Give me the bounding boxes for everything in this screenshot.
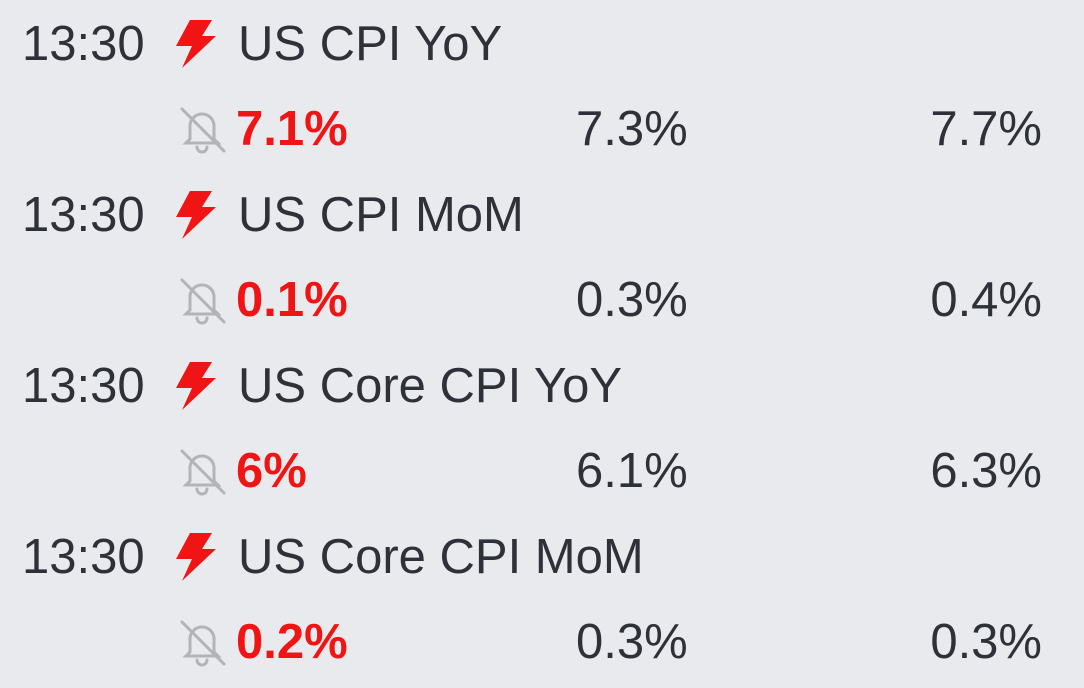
event-time: 13:30	[22, 530, 145, 584]
forecast-value: 6.1%	[576, 444, 688, 498]
previous-value: 0.4%	[930, 273, 1042, 327]
event-title: US CPI MoM	[238, 188, 524, 242]
event-title: US Core CPI MoM	[238, 530, 644, 584]
actual-value: 0.2%	[236, 615, 348, 669]
event-time: 13:30	[22, 359, 145, 413]
alert-off-icon	[180, 620, 226, 667]
impact-icon	[176, 533, 216, 581]
previous-value: 7.7%	[930, 102, 1042, 156]
impact-icon	[176, 362, 216, 410]
event-time: 13:30	[22, 188, 145, 242]
alert-off-icon	[180, 449, 226, 496]
alert-off-icon	[180, 107, 226, 154]
actual-value: 6%	[236, 444, 307, 498]
event-title: US Core CPI YoY	[238, 359, 623, 413]
previous-value: 0.3%	[930, 615, 1042, 669]
impact-icon	[176, 191, 216, 239]
actual-value: 0.1%	[236, 273, 348, 327]
actual-value: 7.1%	[236, 102, 348, 156]
event-title: US CPI YoY	[238, 17, 503, 71]
impact-icon	[176, 20, 216, 68]
forecast-value: 0.3%	[576, 615, 688, 669]
event-time: 13:30	[22, 17, 145, 71]
previous-value: 6.3%	[930, 444, 1042, 498]
alert-off-icon	[180, 278, 226, 325]
forecast-value: 0.3%	[576, 273, 688, 327]
forecast-value: 7.3%	[576, 102, 688, 156]
